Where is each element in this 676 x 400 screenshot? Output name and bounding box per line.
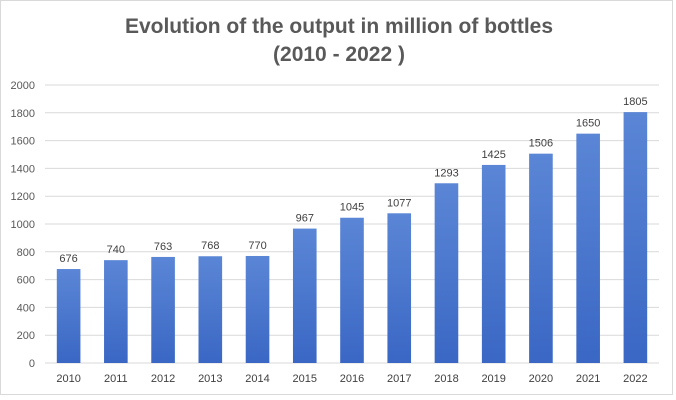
chart-title: Evolution of the output in million of bo… (124, 15, 554, 38)
y-tick-label: 1200 (11, 191, 35, 203)
bars (56, 112, 648, 363)
x-tick-label: 2022 (623, 373, 647, 385)
y-tick-label: 2000 (11, 80, 35, 92)
x-tick-label: 2017 (387, 373, 411, 385)
x-tick-label: 2018 (434, 373, 458, 385)
y-tick-label: 1000 (11, 219, 35, 231)
bar-2015 (292, 228, 317, 363)
bar-2012 (151, 256, 175, 363)
data-label-2011: 740 (107, 244, 125, 256)
x-tick-label: 2011 (104, 373, 128, 385)
x-tick-label: 2014 (245, 373, 269, 385)
y-tick-label: 0 (29, 358, 35, 370)
bar-2020 (529, 153, 553, 363)
x-tick-label: 2010 (56, 373, 80, 385)
bar-2014 (245, 255, 270, 363)
y-axis: 0 200 400 600 800 1000 1200 1400 1600 1800 2000 (11, 80, 35, 370)
bar-2016 (340, 217, 364, 363)
bar-2019 (481, 164, 506, 363)
data-label-2013: 768 (201, 240, 219, 252)
x-tick-label: 2020 (529, 373, 553, 385)
data-label-2016: 1045 (340, 202, 364, 214)
gridlines (45, 84, 659, 364)
data-label-2022: 1805 (623, 96, 647, 108)
y-tick-label: 800 (17, 247, 35, 259)
bar-2022 (623, 112, 648, 363)
bar-2017 (387, 213, 412, 363)
data-label-2019: 1425 (481, 149, 505, 161)
bar-2018 (434, 183, 459, 363)
y-tick-label: 1400 (11, 163, 35, 175)
data-label-2017: 1077 (387, 197, 411, 209)
x-axis: 2010 2011 2012 2013 2014 2015 2016 2017 2018 2019… (56, 373, 647, 385)
data-labels: 676 740 763 768 770 967 1045 1077 1293 1425 1506 16… (59, 96, 647, 265)
data-label-2012: 763 (154, 241, 172, 253)
x-tick-label: 2013 (198, 373, 222, 385)
data-label-2014: 770 (248, 240, 266, 252)
y-tick-label: 200 (17, 330, 35, 342)
y-tick-label: 600 (17, 275, 35, 287)
data-label-2020: 1506 (529, 138, 553, 150)
x-tick-label: 2021 (576, 373, 600, 385)
bar-2013 (198, 256, 223, 363)
x-tick-label: 2016 (340, 373, 364, 385)
data-label-2021: 1650 (576, 118, 600, 130)
y-tick-label: 1600 (11, 136, 35, 148)
bar-2011 (104, 260, 128, 363)
x-tick-label: 2015 (293, 373, 317, 385)
y-tick-label: 1800 (11, 108, 35, 120)
y-tick-label: 400 (17, 302, 35, 314)
data-label-2015: 967 (296, 213, 314, 225)
data-label-2010: 676 (59, 253, 77, 265)
x-tick-label: 2019 (481, 373, 505, 385)
chart-subtitle: (2010 - 2022 ) (273, 43, 405, 66)
x-tick-label: 2012 (151, 373, 175, 385)
bar-2010 (56, 269, 81, 363)
bar-2021 (576, 133, 600, 363)
data-label-2018: 1293 (434, 167, 458, 179)
